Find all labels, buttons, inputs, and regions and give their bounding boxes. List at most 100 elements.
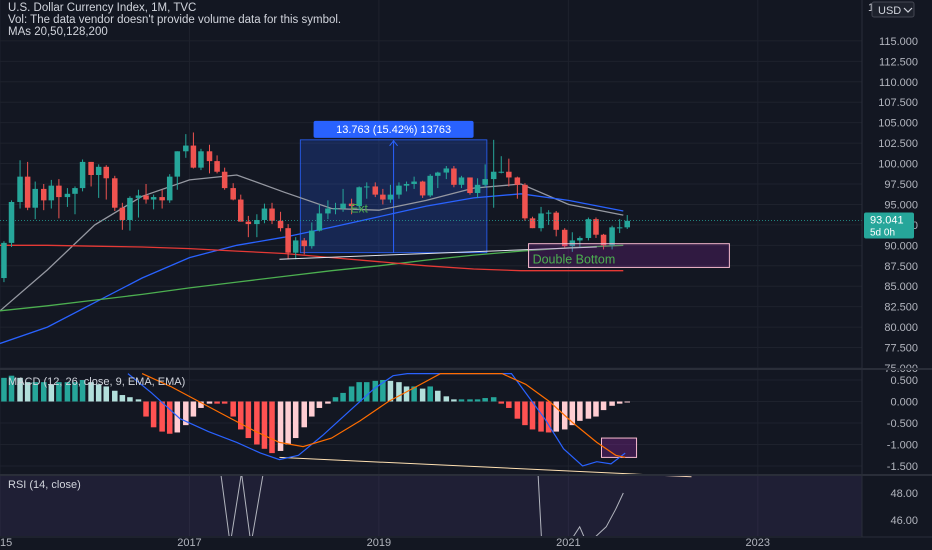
macd-histogram-bar xyxy=(79,380,86,402)
candle-body xyxy=(553,212,559,230)
rsi-y-tick: 46.00 xyxy=(890,515,918,527)
macd-histogram-bar xyxy=(206,401,213,404)
candle-body xyxy=(40,188,47,201)
macd-histogram-bar xyxy=(538,401,544,432)
candle-body xyxy=(64,193,71,198)
price-y-tick: 107.500 xyxy=(878,97,918,109)
candle-body xyxy=(166,176,173,201)
currency-label: USD xyxy=(878,5,901,17)
price-pane[interactable] xyxy=(0,132,862,345)
candle-body xyxy=(292,240,299,253)
macd-histogram-bar xyxy=(32,382,38,402)
candle-body xyxy=(1,242,7,279)
macd-histogram-bar xyxy=(119,395,126,402)
macd-highlight-box xyxy=(601,437,638,458)
macd-y-tick: 0.000 xyxy=(890,397,918,409)
x-tick-label: 2015 xyxy=(0,537,12,549)
price-y-tick: 102.500 xyxy=(878,138,918,150)
candle-body xyxy=(403,184,410,186)
candle-body xyxy=(174,151,181,177)
macd-histogram-bar xyxy=(190,401,197,417)
macd-histogram-bar xyxy=(411,386,417,402)
macd-histogram-bar xyxy=(467,399,473,402)
candle-body xyxy=(127,197,133,220)
x-tick-label: 2023 xyxy=(746,537,770,549)
macd-histogram-bar xyxy=(112,390,118,402)
candle-body xyxy=(435,172,441,176)
macd-histogram-bar xyxy=(301,401,307,428)
macd-histogram-bar xyxy=(387,380,394,402)
candle-body xyxy=(411,181,417,184)
macd-label[interactable]: MACD (12, 26, close, 9, EMA, EMA) xyxy=(8,376,186,388)
candle-body xyxy=(348,203,355,207)
candle-body xyxy=(72,188,78,194)
price-top-label: 1 xyxy=(868,2,874,14)
candle-body xyxy=(183,145,189,152)
candle-body xyxy=(17,176,23,202)
macd-histogram-bar xyxy=(103,386,110,402)
price-y-tick: 82.500 xyxy=(884,302,918,314)
ma-128-line xyxy=(0,244,624,312)
macd-histogram-bar xyxy=(143,401,149,417)
candle-body xyxy=(380,194,386,200)
candle-body xyxy=(198,151,204,168)
price-tag-box xyxy=(864,212,914,239)
macd-histogram-bar xyxy=(214,401,220,404)
macd-histogram-bar xyxy=(8,375,15,402)
measure-label: 13.763 (15.42%) 13763 xyxy=(336,124,451,136)
currency-button[interactable] xyxy=(871,1,915,18)
macd-histogram-bar xyxy=(95,384,102,402)
price-tag-countdown: 5d 0h xyxy=(870,227,895,238)
price-y-tick: 85.000 xyxy=(884,281,918,293)
candle-body xyxy=(506,171,512,178)
macd-histogram-bar xyxy=(88,382,94,402)
candle-body xyxy=(135,195,142,198)
macd-divergence-line xyxy=(279,456,692,478)
candle-body xyxy=(458,177,465,185)
candle-body xyxy=(514,177,521,185)
moving-averages-label[interactable]: MAs 20,50,128,200 xyxy=(8,26,108,38)
symbol-title[interactable]: U.S. Dollar Currency Index, 1M, TVC xyxy=(8,2,197,14)
candle-body xyxy=(48,185,55,201)
drawings-layer[interactable]: 13.763 (15.42%) 13763 Ext Double Bottom xyxy=(279,120,730,478)
rsi-y-tick: 48.00 xyxy=(890,488,918,500)
candle-body xyxy=(316,213,323,231)
candle-body xyxy=(150,197,157,200)
candle-body xyxy=(451,168,457,185)
candle-body xyxy=(254,219,260,225)
price-y-tick: 100.000 xyxy=(878,159,918,171)
macd-histogram-bar xyxy=(396,382,402,402)
candle-body xyxy=(624,220,631,228)
macd-y-tick: -1.000 xyxy=(887,440,918,452)
candle-body xyxy=(112,178,118,208)
macd-histogram-bar xyxy=(332,397,339,402)
chart-legend[interactable]: U.S. Dollar Currency Index, 1M, TVC Vol:… xyxy=(8,2,341,38)
x-tick-label: 2017 xyxy=(177,537,201,549)
macd-histogram-bar xyxy=(585,401,592,419)
macd-pane[interactable] xyxy=(1,373,631,467)
candle-body xyxy=(467,177,473,193)
macd-histogram-bar xyxy=(325,401,331,404)
macd-histogram-bar xyxy=(577,401,583,421)
macd-histogram-bar xyxy=(261,401,268,449)
candle-body xyxy=(363,186,370,188)
candle-body xyxy=(230,188,236,200)
candle-body xyxy=(387,194,394,200)
candle-body xyxy=(616,227,623,229)
macd-signal-line xyxy=(141,373,626,458)
double-bottom-box xyxy=(528,243,730,268)
candle-body xyxy=(8,201,15,243)
rsi-pane[interactable] xyxy=(0,473,862,545)
candle-body xyxy=(498,171,505,173)
macd-histogram-bar xyxy=(64,382,71,402)
macd-histogram-bar xyxy=(340,392,346,402)
macd-histogram-bar xyxy=(230,401,236,417)
candle-body xyxy=(372,186,379,195)
price-tag-value: 93.041 xyxy=(870,214,904,226)
macd-histogram-bar xyxy=(451,399,457,402)
macd-histogram-bar xyxy=(183,401,189,426)
macd-histogram-bar xyxy=(482,398,488,402)
rsi-label[interactable]: RSI (14, close) xyxy=(8,479,81,491)
candle-body xyxy=(561,229,568,247)
